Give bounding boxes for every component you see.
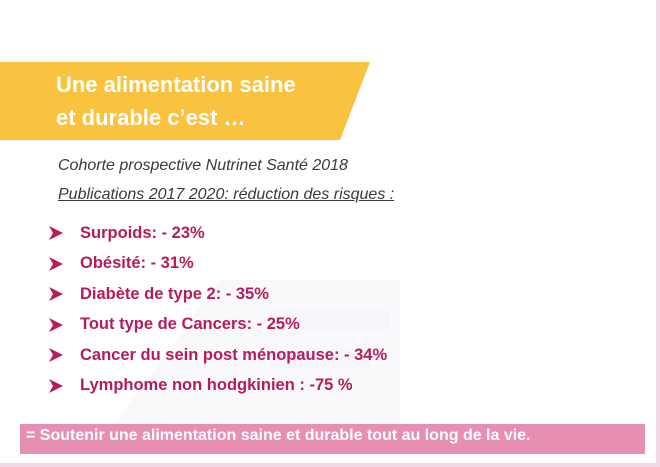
- subtitle: Cohorte prospective Nutrinet Santé 2018: [58, 157, 348, 174]
- arrow-bullet-icon: [49, 287, 63, 302]
- list-item: Obésité: - 31%: [48, 249, 387, 280]
- list-item: Tout type de Cancers: - 25%: [48, 310, 387, 341]
- risk-label: Surpoids: - 23%: [80, 223, 205, 242]
- list-item: Lymphome non hodgkinien : -75 %: [48, 371, 387, 402]
- risk-label: Tout type de Cancers: - 25%: [80, 315, 300, 334]
- list-item: Surpoids: - 23%: [48, 218, 387, 249]
- title-line-2: et durable c’est …: [56, 105, 246, 130]
- page-title: Une alimentation saine et durable c’est …: [56, 68, 296, 134]
- risk-label: Diabète de type 2: - 35%: [80, 284, 269, 303]
- banner-shape: [0, 62, 370, 140]
- title-line-1: Une alimentation saine: [56, 72, 296, 97]
- arrow-bullet-icon: [49, 348, 63, 363]
- list-item: Cancer du sein post ménopause: - 34%: [48, 340, 387, 371]
- arrow-bullet-icon: [49, 226, 63, 241]
- title-banner: Une alimentation saine et durable c’est …: [0, 62, 370, 140]
- risk-list: Surpoids: - 23% Obésité: - 31% Diabète d…: [48, 218, 387, 401]
- risk-label: Cancer du sein post ménopause: - 34%: [80, 345, 388, 364]
- footer-banner: [20, 424, 645, 454]
- arrow-bullet-icon: [49, 317, 63, 332]
- watermark-logo: [110, 280, 400, 430]
- footer-text: = Soutenir une alimentation saine et dur…: [26, 427, 531, 444]
- list-item: Diabète de type 2: - 35%: [48, 279, 387, 310]
- arrow-bullet-icon: [49, 256, 63, 271]
- risk-label: Obésité: - 31%: [80, 254, 194, 273]
- arrow-bullet-icon: [49, 378, 63, 393]
- risk-label: Lymphome non hodgkinien : -75 %: [80, 376, 353, 395]
- publications-heading: Publications 2017 2020: réduction des ri…: [58, 186, 395, 203]
